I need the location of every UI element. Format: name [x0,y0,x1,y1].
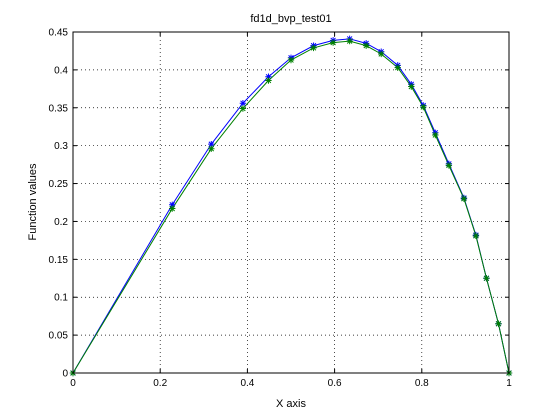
series-2-point [420,103,427,111]
y-tick-label: 0.2 [54,217,68,228]
x-tick-label: 0.6 [328,378,342,389]
y-tick-label: 0 [62,369,68,380]
y-tick-label: 0.4 [54,65,68,76]
y-axis-label: Function values [27,163,39,241]
x-tick-label: 0 [70,378,76,389]
series-2-point [378,50,385,58]
series-1-point [208,140,215,148]
plot-frame [72,31,510,374]
series-2-point [265,77,272,84]
x-tick-label: 0.4 [240,378,254,389]
series-2-point [472,232,480,240]
series-2-point [208,145,215,152]
series-1-point [265,73,272,80]
series-2-point [432,131,439,139]
x-axis-label: X axis [276,398,306,410]
y-tick-label: 0.3 [54,141,68,152]
series-2-point [408,83,415,90]
series-2-point [362,42,370,49]
series-2-point [329,39,337,46]
series-1-point [239,100,247,107]
series-2-point [239,105,247,112]
y-tick-label: 0.05 [49,331,69,342]
x-tick-label: 0.8 [415,378,429,389]
axis-ticks: 0 0.2 0.4 0.6 0.8 1 0 0.05 0.1 0.15 0.2 0.25 0.3 0.35… [49,28,513,390]
x-tick-label: 1 [506,378,512,389]
series-1-point [169,201,176,208]
plot-area [73,32,509,373]
series-2-point [310,44,317,52]
y-tick-label: 0.25 [49,179,69,190]
x-tick-label: 0.2 [153,378,167,389]
grid-lines [73,32,509,373]
y-tick-label: 0.45 [49,28,69,39]
series-2-point [495,320,502,327]
series-2-point [483,275,490,282]
y-tick-label: 0.15 [49,255,69,266]
chart-title: fd1d_bvp_test01 [250,13,331,25]
series-2-point [287,56,295,64]
series-2-point [346,37,353,45]
series-2-point [394,64,401,71]
series-2-point [169,205,176,212]
y-tick-label: 0.35 [49,103,69,114]
series-2-point [460,195,468,202]
series-2-point [445,162,453,169]
y-tick-label: 0.1 [54,293,68,304]
